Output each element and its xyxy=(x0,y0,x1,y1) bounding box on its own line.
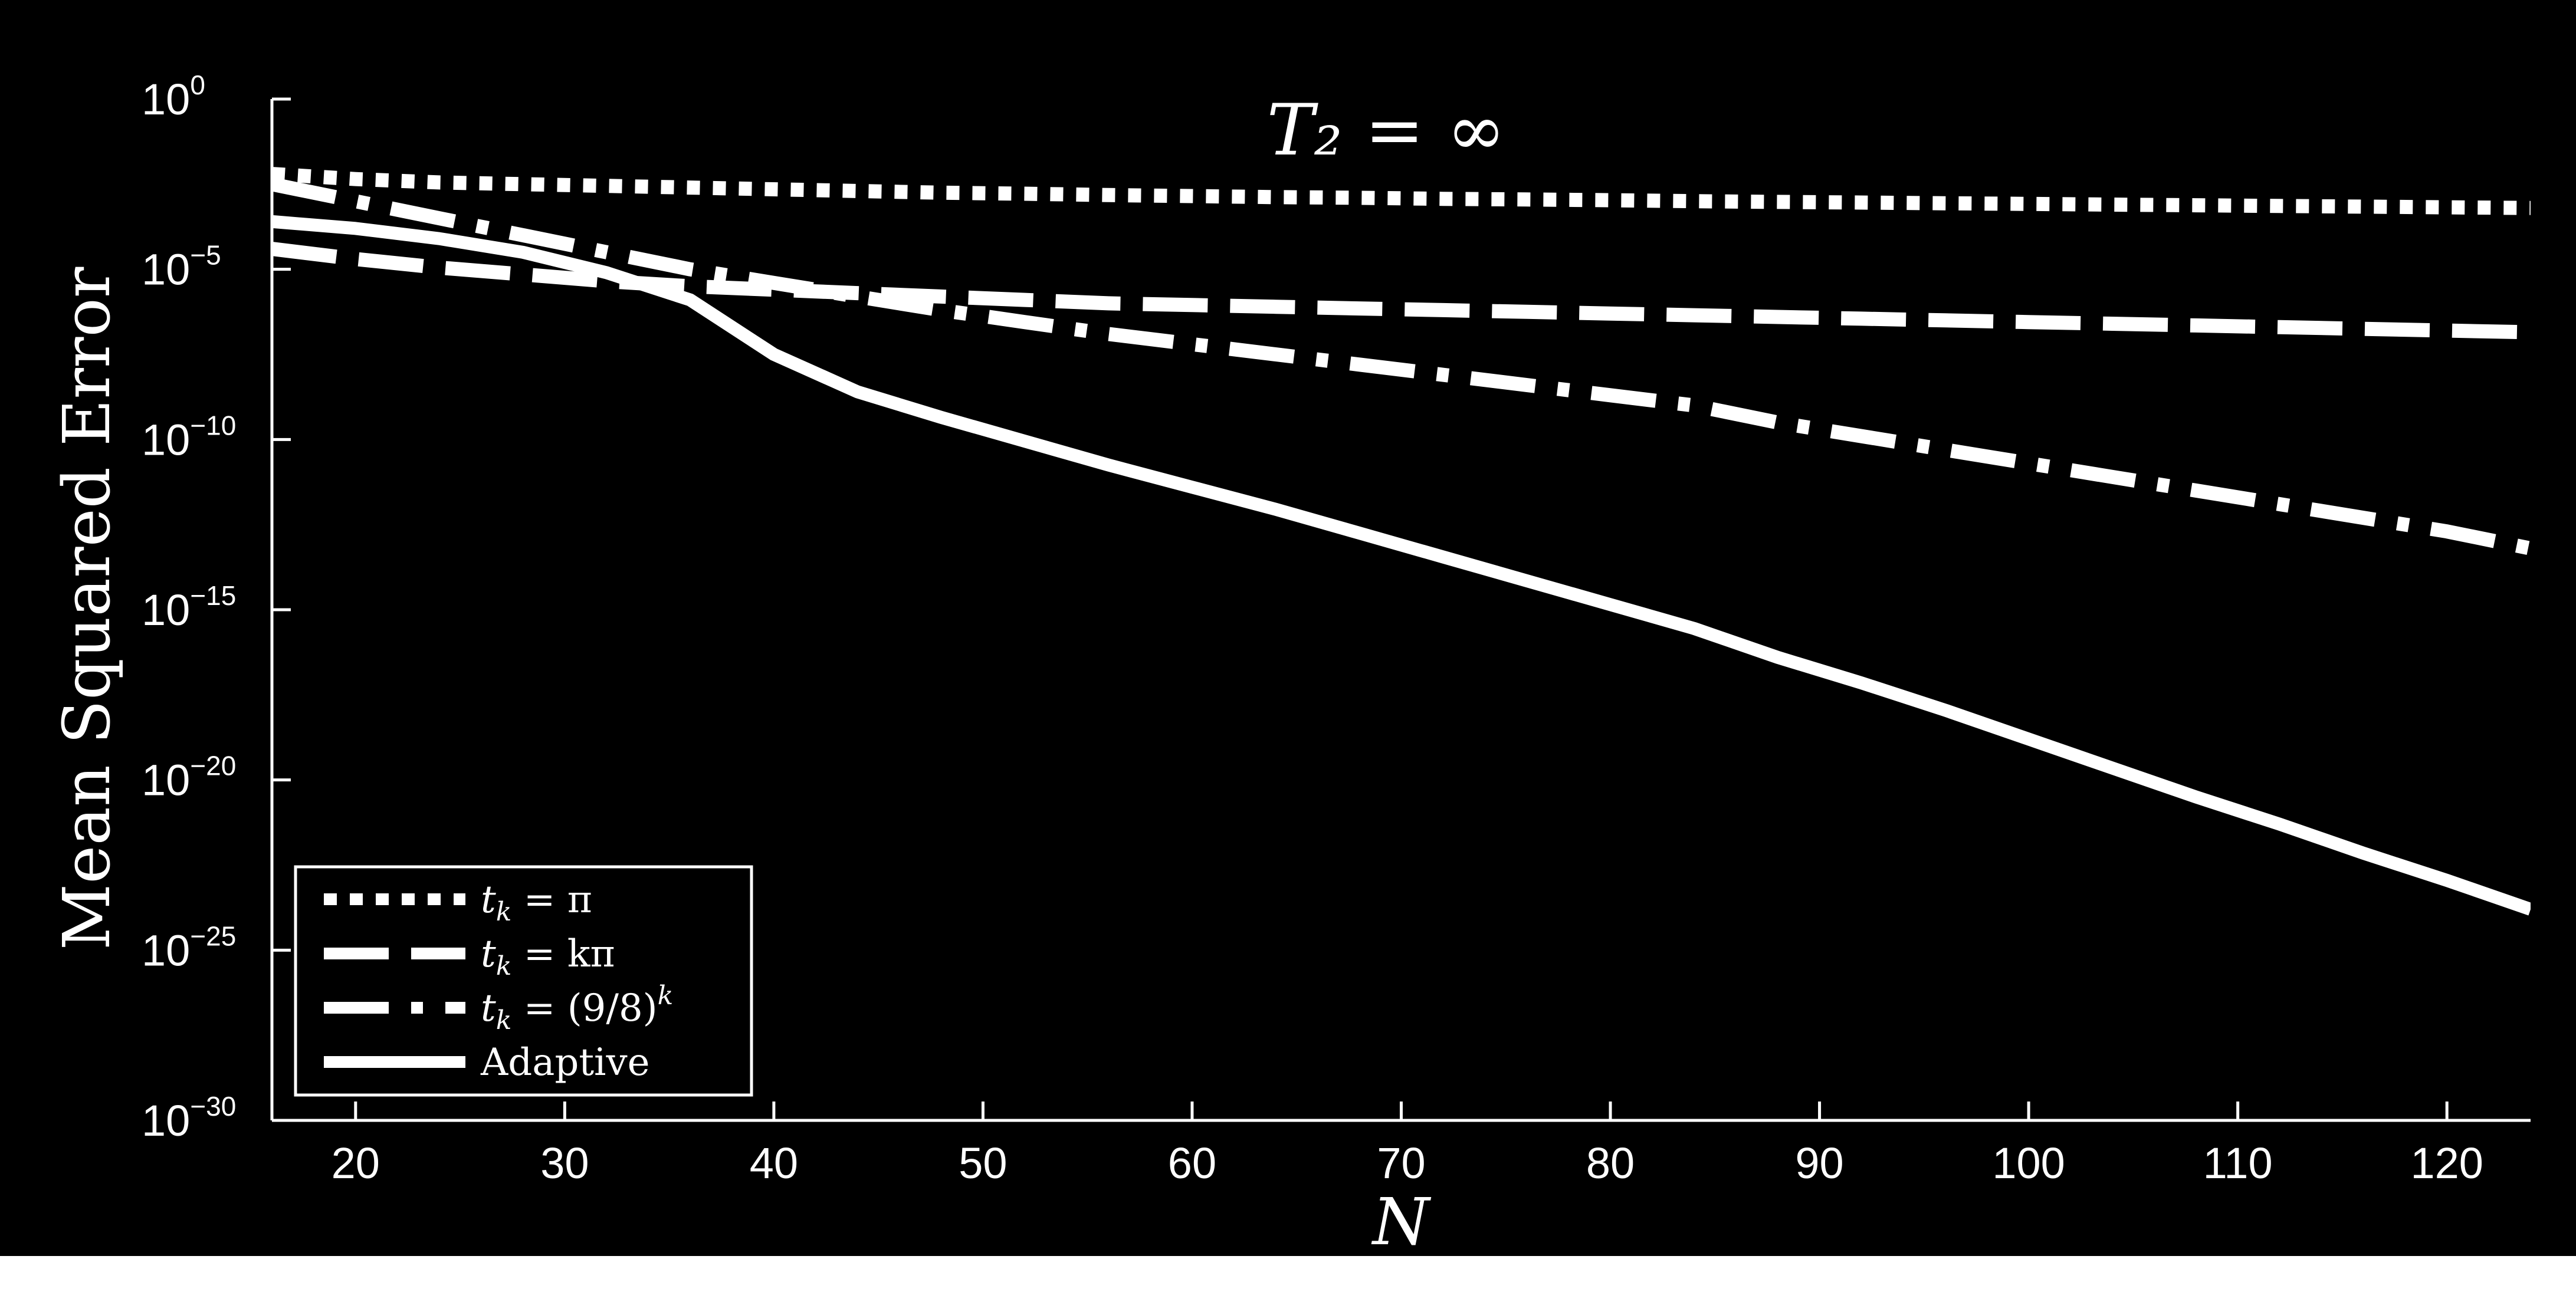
y-tick-label: 10−25 xyxy=(142,920,236,975)
y-tick-label: 10−20 xyxy=(142,751,236,805)
series-line xyxy=(273,215,2531,916)
legend-label: tk = π xyxy=(481,878,592,927)
y-tick-label: 100 xyxy=(142,70,205,124)
x-tick-label: 60 xyxy=(1168,1139,1216,1188)
x-tick-label: 70 xyxy=(1377,1139,1425,1188)
chart-title: T₂ = ∞ xyxy=(1267,90,1506,172)
x-tick-label: 30 xyxy=(540,1139,589,1188)
y-tick-group: 100 10−5 10−10 10−15 10−20 10−25 10−30 xyxy=(142,70,291,1145)
x-tick-label: 80 xyxy=(1586,1139,1635,1188)
y-tick-label: 10−10 xyxy=(142,410,236,464)
series-line xyxy=(273,177,2531,555)
x-axis-label: N xyxy=(1371,1184,1432,1256)
series-group xyxy=(273,167,2531,916)
series-dashdot xyxy=(273,177,2531,555)
x-tick-label: 90 xyxy=(1795,1139,1843,1188)
legend-label: tk = kπ xyxy=(481,932,615,981)
x-tick-label: 110 xyxy=(2203,1139,2273,1188)
y-tick-label: 10−30 xyxy=(142,1091,236,1145)
y-tick-label: 10−5 xyxy=(142,240,221,294)
legend-label: tk = (9/8)k xyxy=(481,981,673,1035)
legend-item: tk = kπ xyxy=(324,932,615,981)
chart-figure: T₂ = ∞ 20 30 40 50 60 70 80 90 100 110 120 100 10−5… xyxy=(0,0,2576,1256)
legend-label: Adaptive xyxy=(480,1041,650,1084)
y-tick-label: 10−15 xyxy=(142,580,236,634)
x-tick-label: 120 xyxy=(2410,1139,2483,1188)
x-tick-group: 20 30 40 50 60 70 80 90 100 110 120 xyxy=(332,1102,2483,1188)
legend-item: tk = (9/8)k xyxy=(324,981,673,1035)
x-tick-label: 100 xyxy=(1992,1139,2065,1188)
x-tick-label: 50 xyxy=(959,1139,1007,1188)
x-tick-label: 40 xyxy=(750,1139,798,1188)
series-solid xyxy=(273,215,2531,916)
x-tick-label: 20 xyxy=(332,1139,380,1188)
legend-item: tk = π xyxy=(324,878,592,927)
legend-item: Adaptive xyxy=(324,1041,650,1084)
line-chart: T₂ = ∞ 20 30 40 50 60 70 80 90 100 110 120 100 10−5… xyxy=(49,70,2531,1256)
y-axis-label: Mean Squared Error xyxy=(49,267,124,950)
